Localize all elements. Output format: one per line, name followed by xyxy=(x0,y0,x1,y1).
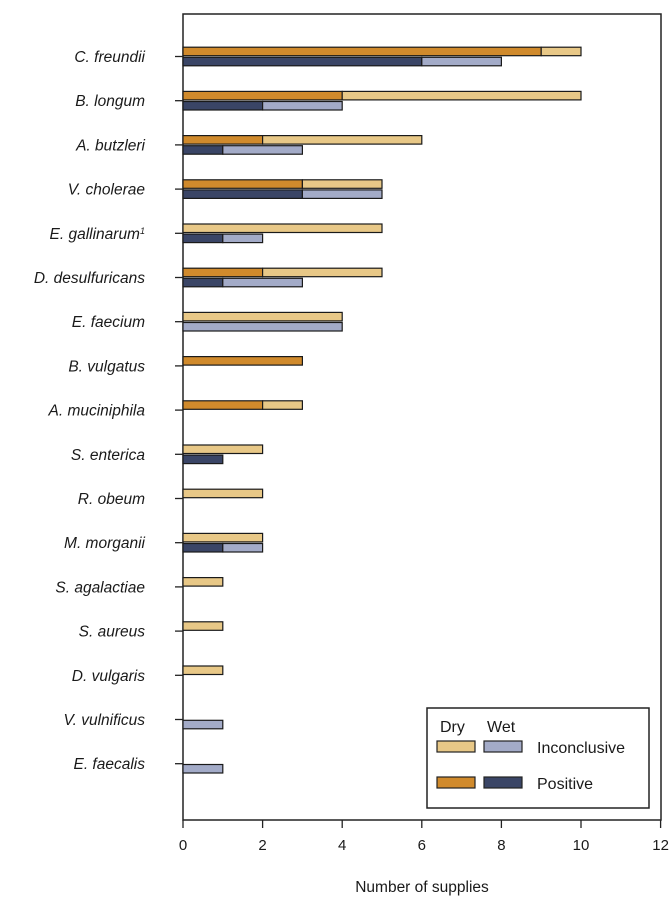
bar-r-obeum-dry-inconclusive xyxy=(182,488,264,499)
bar-v-vulnificus-wet-inconclusive xyxy=(182,719,224,730)
bar-a-muciniphila-dry-positive xyxy=(182,400,264,410)
x-tick-label-0: 0 xyxy=(179,837,187,854)
category-label-e-faecalis: E. faecalis xyxy=(73,756,145,773)
legend-swatch-wet-positive xyxy=(483,776,523,789)
category-label-e-faecium: E. faecium xyxy=(72,314,145,331)
legend-swatch-wet-inconclusive xyxy=(483,740,523,753)
legend-label-inconclusive: Inconclusive xyxy=(537,740,625,757)
bar-c-freundii-dry-inconclusive xyxy=(540,46,582,57)
category-footnote-e-gallinarum: 1 xyxy=(140,226,145,236)
legend: Dry Wet Inconclusive Positive xyxy=(426,707,650,809)
bar-c-freundii-wet-positive xyxy=(182,56,423,67)
bar-d-desulfuricans-dry-positive xyxy=(182,267,264,278)
bar-m-morganii-dry-inconclusive xyxy=(182,532,264,543)
bar-b-longum-dry-positive xyxy=(182,90,343,101)
category-label-b-longum: B. longum xyxy=(75,93,145,110)
category-label-b-vulgatus: B. vulgatus xyxy=(68,358,145,375)
category-label-m-morganii: M. morganii xyxy=(64,535,146,552)
category-label-a-butzleri: A. butzleri xyxy=(75,137,145,154)
x-tick-label-6: 6 xyxy=(418,837,426,854)
legend-box xyxy=(426,707,650,809)
category-label-c-freundii: C. freundii xyxy=(74,49,145,66)
bar-v-cholerae-wet-positive xyxy=(182,189,304,199)
category-label-r-obeum: R. obeum xyxy=(78,491,145,508)
bar-m-morganii-wet-positive xyxy=(182,542,224,553)
legend-label-positive: Positive xyxy=(537,776,593,793)
bar-a-butzleri-wet-positive xyxy=(182,145,224,155)
bar-c-freundii-wet-inconclusive xyxy=(421,56,502,67)
bar-e-gallinarum-dry-inconclusive xyxy=(182,223,383,234)
bar-d-desulfuricans-dry-inconclusive xyxy=(262,267,383,278)
category-label-e-gallinarum: E. gallinarum1 xyxy=(50,226,145,243)
category-label-s-aureus: S. aureus xyxy=(79,624,146,641)
bar-d-desulfuricans-wet-positive xyxy=(182,277,224,288)
bar-v-cholerae-wet-inconclusive xyxy=(301,189,383,199)
x-axis-title: Number of supplies xyxy=(355,879,489,896)
bar-s-enterica-wet-positive xyxy=(182,454,224,465)
legend-swatch-dry-positive xyxy=(436,776,476,789)
category-label-s-agalactiae: S. agalactiae xyxy=(55,579,145,596)
category-label-d-vulgaris: D. vulgaris xyxy=(72,668,145,685)
category-label-v-cholerae: V. cholerae xyxy=(68,182,146,199)
bar-e-faecium-dry-inconclusive xyxy=(182,311,343,322)
bar-e-faecium-wet-inconclusive xyxy=(182,321,343,332)
x-tick-label-12: 12 xyxy=(652,837,669,854)
category-label-v-vulnificus: V. vulnificus xyxy=(63,712,145,729)
bar-s-aureus-dry-inconclusive xyxy=(182,621,224,631)
x-tick-label-4: 4 xyxy=(338,837,346,854)
bar-s-enterica-dry-inconclusive xyxy=(182,444,264,455)
bar-b-vulgatus-dry-positive xyxy=(182,356,304,366)
y-axis: C. freundii B. longum A. butzleri V. choler… xyxy=(34,49,183,773)
bar-a-butzleri-dry-inconclusive xyxy=(262,135,423,145)
bar-d-vulgaris-dry-inconclusive xyxy=(182,665,224,676)
bar-v-cholerae-dry-positive xyxy=(182,179,304,189)
x-tick-label-10: 10 xyxy=(573,837,590,854)
bar-e-gallinarum-wet-positive xyxy=(182,233,224,244)
bar-b-longum-dry-inconclusive xyxy=(341,90,582,101)
legend-header-wet: Wet xyxy=(487,719,516,736)
bar-c-freundii-dry-positive xyxy=(182,46,542,57)
category-label-a-muciniphila: A. muciniphila xyxy=(48,403,146,420)
category-label-d-desulfuricans: D. desulfuricans xyxy=(34,270,145,287)
category-label-s-enterica: S. enterica xyxy=(71,447,145,464)
bar-a-muciniphila-dry-inconclusive xyxy=(262,400,304,410)
bars-layer xyxy=(182,46,582,774)
bar-b-longum-wet-positive xyxy=(182,100,264,111)
bar-e-gallinarum-wet-inconclusive xyxy=(222,233,264,244)
x-tick-label-2: 2 xyxy=(258,837,266,854)
x-tick-label-8: 8 xyxy=(497,837,505,854)
bar-m-morganii-wet-inconclusive xyxy=(222,542,264,553)
bar-v-cholerae-dry-inconclusive xyxy=(301,179,383,189)
bar-a-butzleri-dry-positive xyxy=(182,135,264,145)
x-axis: 0 2 4 6 8 10 12 xyxy=(179,820,669,854)
bar-b-longum-wet-inconclusive xyxy=(262,100,343,111)
plot-frame xyxy=(182,13,662,821)
bar-a-butzleri-wet-inconclusive xyxy=(222,145,304,155)
legend-swatch-dry-inconclusive xyxy=(436,740,476,753)
bar-s-agalactiae-dry-inconclusive xyxy=(182,576,224,587)
bar-e-faecalis-wet-inconclusive xyxy=(182,763,224,774)
bar-d-desulfuricans-wet-inconclusive xyxy=(222,277,304,288)
legend-header-dry: Dry xyxy=(440,719,465,736)
